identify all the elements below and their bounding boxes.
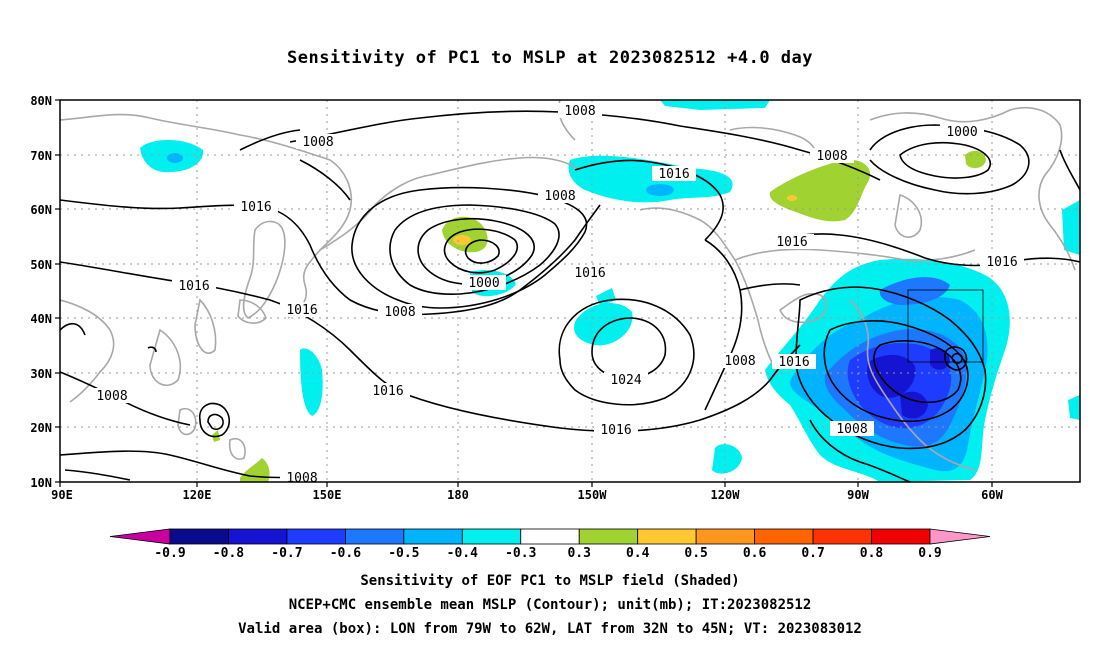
colorbar-label: -0.8 xyxy=(213,546,244,561)
contour-label: 1016 xyxy=(658,167,689,182)
lon-label: 120W xyxy=(711,488,741,502)
caption-line-2: NCEP+CMC ensemble mean MSLP (Contour); u… xyxy=(288,597,812,613)
colorbar-label: -0.9 xyxy=(154,546,185,561)
shade-positive-aleutian xyxy=(442,216,488,253)
contour-label: 1000 xyxy=(468,276,499,291)
colorbar: -0.9 -0.8 -0.7 -0.6 -0.5 -0.4 -0.3 0.3 0.4 0.5 0.6… xyxy=(109,528,991,561)
lat-label: 40N xyxy=(30,312,52,326)
colorbar-box xyxy=(403,528,463,545)
contour-label: 1008 xyxy=(836,422,867,437)
contour-label: 1016 xyxy=(178,279,209,294)
colorbar-label: -0.6 xyxy=(330,546,361,561)
longitude-labels: 90E 120E 150E 180 150W 120W 90W 60W xyxy=(51,488,1003,502)
contour-label: 1016 xyxy=(778,355,809,370)
lat-label: 20N xyxy=(30,421,52,435)
lon-label: 180 xyxy=(447,488,469,502)
lat-label: 60N xyxy=(30,203,52,217)
colorbar-box xyxy=(578,528,639,545)
contour-label: 1016 xyxy=(372,384,403,399)
map-frame xyxy=(59,99,1081,483)
colorbar-label: 0.8 xyxy=(860,546,884,561)
colorbar-label: 0.7 xyxy=(801,546,824,561)
lon-label: 60W xyxy=(981,488,1003,502)
contour-label: 1008 xyxy=(816,149,847,164)
caption-line-3: Valid area (box): LON from 79W to 62W, L… xyxy=(238,621,862,637)
shade-positive-canada xyxy=(769,159,871,222)
contour-label: 1016 xyxy=(574,266,605,281)
contour-label: 1016 xyxy=(776,235,807,250)
lon-label: 150E xyxy=(313,488,342,502)
colorbar-box xyxy=(286,528,346,545)
colorbar-box xyxy=(169,528,229,545)
colorbar-box xyxy=(695,528,756,545)
colorbar-box xyxy=(871,528,931,545)
colorbar-box xyxy=(344,528,405,545)
lat-label: 70N xyxy=(30,149,52,163)
lon-label: 150W xyxy=(578,488,608,502)
lat-label: 30N xyxy=(30,367,52,381)
contour-label: 1016 xyxy=(986,255,1017,270)
tick-marks xyxy=(55,99,993,487)
lon-label: 90E xyxy=(51,488,73,502)
shade-mid-pacific xyxy=(574,302,633,346)
colorbar-box xyxy=(461,528,522,545)
colorbar-label: 0.9 xyxy=(918,546,941,561)
colorbar-box xyxy=(637,528,697,545)
colorbar-box xyxy=(228,528,288,545)
sensitivity-shading xyxy=(140,100,1080,482)
contour-label: 1016 xyxy=(286,303,317,318)
contour-label: 1016 xyxy=(240,200,271,215)
contour-label: 1016 xyxy=(600,423,631,438)
shade-bering xyxy=(568,155,733,203)
colorbar-label: 0.5 xyxy=(684,546,707,561)
colorbar-label: -0.5 xyxy=(388,546,419,561)
contour-label: 1008 xyxy=(724,354,755,369)
colorbar-label: -0.4 xyxy=(447,546,478,561)
colorbar-box xyxy=(754,528,814,545)
contour-label: 1024 xyxy=(610,373,641,388)
colorbar-label: -0.7 xyxy=(271,546,302,561)
colorbar-arrow-low xyxy=(109,528,171,545)
contour-label: 1008 xyxy=(544,189,575,204)
lat-label: 10N xyxy=(30,476,52,490)
lat-label: 50N xyxy=(30,258,52,272)
lon-label: 120E xyxy=(183,488,212,502)
colorbar-arrow-high xyxy=(929,528,991,545)
contour-label: 1008 xyxy=(96,389,127,404)
colorbar-box xyxy=(520,528,580,545)
map-title: Sensitivity of PC1 to MSLP at 2023082512… xyxy=(286,48,813,68)
lon-label: 90W xyxy=(847,488,869,502)
contour-label: 1008 xyxy=(302,135,333,150)
caption-line-1: Sensitivity of EOF PC1 to MSLP field (Sh… xyxy=(360,573,740,589)
latitude-labels: 80N 70N 60N 50N 40N 30N 20N 10N xyxy=(30,94,52,490)
contour-label: 1008 xyxy=(564,104,595,119)
contour-label: 1000 xyxy=(946,125,977,140)
colorbar-label: -0.3 xyxy=(505,546,536,561)
lat-label: 80N xyxy=(30,94,52,108)
contour-label: 1008 xyxy=(384,305,415,320)
contour-labels: 1008 1008 1016 1008 1016 1008 1000 1016 … xyxy=(90,103,1024,486)
colorbar-label: 0.3 xyxy=(567,546,590,561)
colorbar-label: 0.4 xyxy=(626,546,650,561)
colorbar-label: 0.6 xyxy=(743,546,767,561)
valid-area-box xyxy=(907,289,984,363)
contour-label: 1008 xyxy=(286,471,317,486)
colorbar-box xyxy=(812,528,872,545)
